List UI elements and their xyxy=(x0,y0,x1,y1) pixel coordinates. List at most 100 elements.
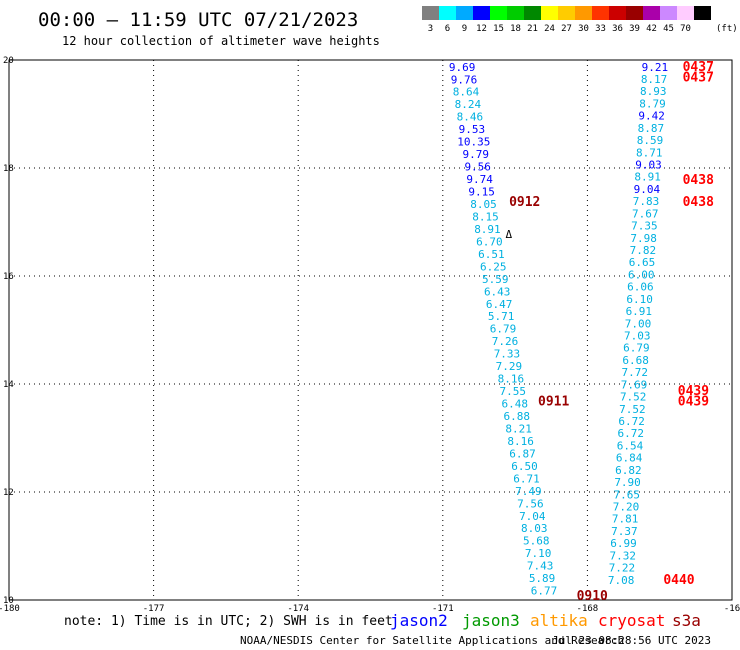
legend-swatch xyxy=(490,6,507,20)
wave-height-value: 10.35 xyxy=(457,136,490,149)
pass-time-label: 0439 xyxy=(678,395,709,410)
wave-height-value: 9.21 xyxy=(642,61,669,74)
wave-height-value: 8.87 xyxy=(638,122,665,135)
lon-tick-label: -168 xyxy=(577,604,599,614)
legend-label: 21 xyxy=(527,24,538,34)
wave-height-value: 7.00 xyxy=(625,317,652,330)
wave-height-value: 7.04 xyxy=(519,510,546,523)
wave-height-value: 6.51 xyxy=(478,248,505,261)
wave-height-value: 8.64 xyxy=(453,86,480,99)
wave-height-value: 7.72 xyxy=(622,366,649,379)
wave-height-value: 6.10 xyxy=(626,293,653,306)
wave-height-value: 9.04 xyxy=(634,183,661,196)
legend-swatch xyxy=(677,6,694,20)
lon-tick-label: -180 xyxy=(0,604,20,614)
satellite-name: s3a xyxy=(672,611,701,630)
legend-swatch xyxy=(694,6,711,20)
wave-height-value: 8.71 xyxy=(636,146,663,159)
wave-height-value: 8.79 xyxy=(639,97,666,110)
wave-height-value: 8.59 xyxy=(637,134,664,147)
wave-height-value: 6.87 xyxy=(509,447,536,460)
wave-height-value: 6.91 xyxy=(626,305,653,318)
wave-height-value: 7.22 xyxy=(609,562,636,575)
legend-unit: (ft) xyxy=(716,24,738,34)
map-subtitle: 12 hour collection of altimeter wave hei… xyxy=(62,34,380,48)
legend-swatch xyxy=(626,6,643,20)
legend-label: 3 xyxy=(428,24,433,34)
satellite-name: jason3 xyxy=(462,611,520,630)
pass-time-label: 0911 xyxy=(538,395,569,410)
wave-height-value: 6.65 xyxy=(629,256,656,269)
wave-height-value: 8.24 xyxy=(455,98,482,111)
wave-height-value: 7.65 xyxy=(614,488,641,501)
legend-swatch xyxy=(609,6,626,20)
wave-height-value: 6.25 xyxy=(480,260,507,273)
wave-height-value: 6.00 xyxy=(628,268,655,281)
wave-height-value: 7.26 xyxy=(492,335,519,348)
wave-height-value: 7.98 xyxy=(630,232,657,245)
wave-height-value: 8.05 xyxy=(470,198,497,211)
wave-height-value: 6.77 xyxy=(531,585,558,598)
wave-height-value: 9.76 xyxy=(451,73,478,86)
legend-swatch xyxy=(507,6,524,20)
footer-credit: NOAA/NESDIS Center for Satellite Applica… xyxy=(240,634,624,647)
legend-label: 6 xyxy=(445,24,450,34)
legend-swatch xyxy=(660,6,677,20)
lat-tick-label: 14 xyxy=(3,380,14,390)
wave-height-value: 8.17 xyxy=(641,73,668,86)
legend-label: 42 xyxy=(646,24,657,34)
wave-height-value: 7.37 xyxy=(611,525,638,538)
wave-height-value: 7.52 xyxy=(619,403,646,416)
wave-height-value: 7.03 xyxy=(624,330,651,343)
wave-height-value: 7.32 xyxy=(609,549,636,562)
wave-height-value: 6.99 xyxy=(610,537,637,550)
wave-height-value: 7.90 xyxy=(614,476,641,489)
wave-height-value: 6.82 xyxy=(615,464,642,477)
wave-height-value: 7.69 xyxy=(621,378,648,391)
wave-height-value: 7.33 xyxy=(494,348,521,361)
wave-height-value: 5.59 xyxy=(482,273,509,286)
lat-tick-label: 12 xyxy=(3,488,14,498)
wave-height-value: 6.06 xyxy=(627,281,654,294)
pass-time-label: 0437 xyxy=(683,71,714,86)
altimeter-tracks: 9.699.768.648.248.469.5310.359.799.569.7… xyxy=(449,61,668,598)
satellite-name: cryosat xyxy=(598,611,665,630)
satellite-name: altika xyxy=(530,611,588,630)
wave-height-value: 7.52 xyxy=(620,391,647,404)
legend-swatch xyxy=(456,6,473,20)
lon-tick-label: -174 xyxy=(287,604,309,614)
axis-tick-labels: -180 -177 -174 -171 -168 -16 20 18 16 14 12 10 xyxy=(0,56,740,614)
lon-tick-label: -177 xyxy=(143,604,165,614)
pass-time-label: 0437 xyxy=(683,60,714,75)
wave-height-value: 6.47 xyxy=(486,298,513,311)
pass-time-label: 0440 xyxy=(663,573,694,588)
wave-height-value: 7.35 xyxy=(631,220,658,233)
wave-height-value: 9.42 xyxy=(638,110,665,123)
wave-height-value: 5.68 xyxy=(523,535,550,548)
wave-height-value: 9.74 xyxy=(466,173,493,186)
map-frame xyxy=(8,59,733,601)
pass-time-label: 0912 xyxy=(509,195,540,210)
satellite-name: jason2 xyxy=(390,611,448,630)
wave-height-value: 6.84 xyxy=(616,452,643,465)
lat-tick-label: 10 xyxy=(3,596,14,606)
wave-height-value: 8.15 xyxy=(472,210,499,223)
legend-swatch xyxy=(541,6,558,20)
wave-height-value: 6.68 xyxy=(622,354,649,367)
wave-height-value: 8.16 xyxy=(507,435,534,448)
legend-label: 39 xyxy=(629,24,640,34)
wave-height-value: 7.20 xyxy=(613,501,640,514)
legend-swatch xyxy=(558,6,575,20)
legend-swatch xyxy=(575,6,592,20)
wave-height-value: 8.91 xyxy=(634,171,661,184)
wave-height-value: 7.29 xyxy=(496,360,523,373)
wave-height-value: 6.48 xyxy=(502,398,529,411)
wave-height-value: 9.69 xyxy=(449,61,476,74)
pass-time-label: 0910 xyxy=(577,589,608,604)
pass-time-label: 0438 xyxy=(683,173,714,188)
legend-swatch xyxy=(422,6,439,20)
wave-height-value: 9.03 xyxy=(635,159,662,172)
legend-swatch xyxy=(473,6,490,20)
